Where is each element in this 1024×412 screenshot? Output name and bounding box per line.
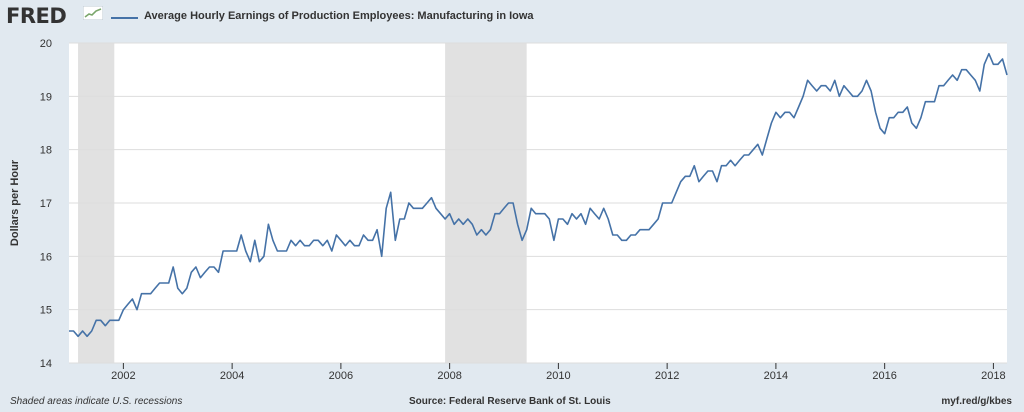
y-axis-labels: 14 15 16 17 18 19 20: [40, 38, 52, 370]
legend-label: Average Hourly Earnings of Production Em…: [144, 10, 534, 22]
x-tick-label-2018: 2018: [981, 370, 1005, 382]
y-tick-label-19: 19: [40, 91, 52, 103]
y-tick-label-20: 20: [40, 38, 52, 50]
y-tick-label-17: 17: [40, 198, 52, 210]
x-tick-label-2008: 2008: [437, 370, 461, 382]
legend-line-swatch: [111, 17, 138, 19]
x-tick-label-2004: 2004: [220, 370, 244, 382]
series-line: [69, 52, 1008, 338]
gridlines: [69, 42, 1007, 364]
y-tick-label-14: 14: [40, 358, 52, 370]
y-axis-title: Dollars per Hour: [9, 159, 21, 246]
recession-note: Shaded areas indicate U.S. recessions: [10, 396, 183, 407]
x-axis-labels: 2002 2004 2006 2008 2010 2012 2014 2016 2018: [111, 370, 1006, 382]
x-tick-label-2012: 2012: [655, 370, 679, 382]
y-tick-label-16: 16: [40, 251, 52, 263]
x-tick-label-2002: 2002: [111, 370, 135, 382]
x-tick-label-2006: 2006: [329, 370, 353, 382]
trend-graph-icon: [83, 6, 103, 20]
y-tick-label-18: 18: [40, 145, 52, 157]
fred-logo: FRED: [6, 4, 67, 28]
chart-header: FRED Average Hourly Earnings of Producti…: [0, 0, 1024, 34]
y-tick-label-15: 15: [40, 305, 52, 317]
short-url-link[interactable]: myf.red/g/kbes: [941, 396, 1012, 407]
x-tick-label-2014: 2014: [764, 370, 788, 382]
x-axis-ticks: [122, 363, 994, 369]
x-tick-label-2010: 2010: [546, 370, 570, 382]
x-tick-label-2016: 2016: [872, 370, 896, 382]
source-note: Source: Federal Reserve Bank of St. Loui…: [409, 396, 611, 407]
